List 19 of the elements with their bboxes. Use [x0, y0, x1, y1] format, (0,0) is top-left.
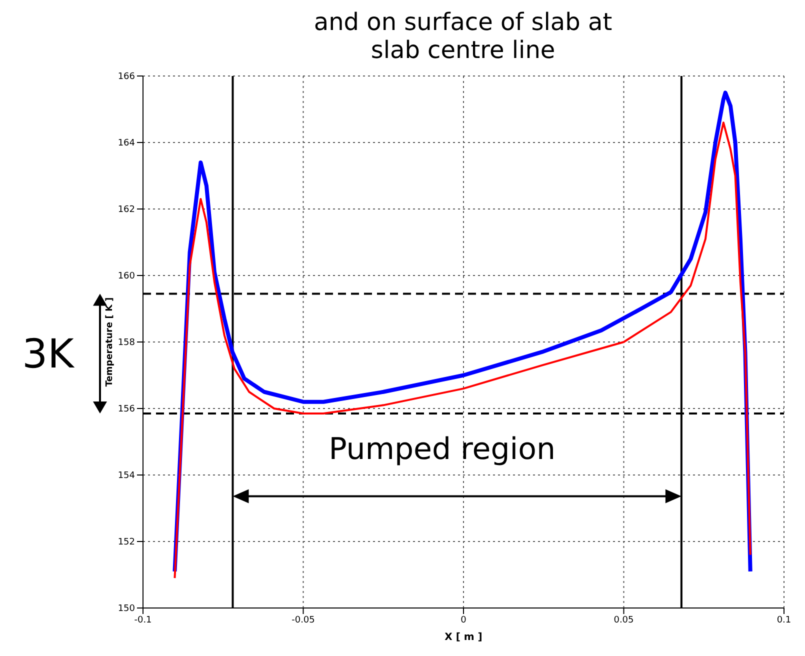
text: 3K — [22, 332, 76, 378]
y-tick-label: 156 — [118, 404, 136, 415]
y-tick-label: 164 — [118, 138, 136, 149]
x-tick-label: -0.1 — [134, 615, 152, 626]
x-axis-title: X [ m ] — [444, 632, 482, 643]
x-tick-label: 0.1 — [776, 615, 792, 626]
annotation: Pumped region — [328, 432, 556, 468]
chart-title: and on surface of slab at slab centre line — [312, 8, 614, 66]
y-tick-label: 152 — [118, 538, 135, 548]
x-tick-label: 0 — [460, 615, 467, 626]
x-tick-label: 0.05 — [614, 615, 634, 626]
y-tick-label: 150 — [118, 604, 136, 614]
x-tick-label: -0.05 — [292, 615, 315, 626]
y-tick-label: 158 — [118, 338, 136, 348]
y-tick-label: 160 — [118, 272, 136, 282]
y-tick-label: 166 — [118, 72, 136, 82]
y-tick-label: 154 — [118, 471, 136, 482]
y-axis-title: Temperature [ K ] — [105, 297, 116, 387]
y-tick-label: 162 — [118, 205, 135, 216]
